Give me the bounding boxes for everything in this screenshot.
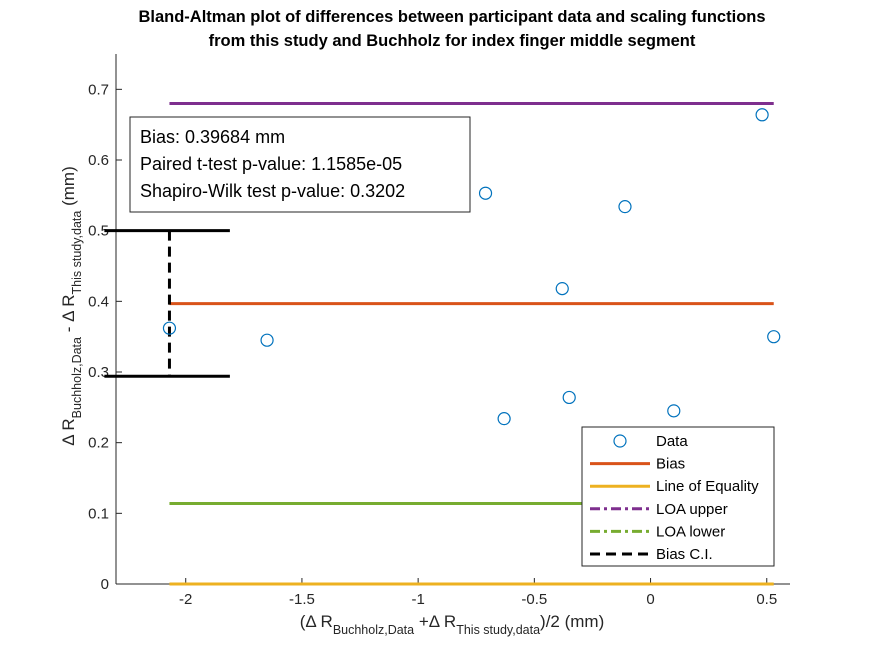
chart-title-line-2: from this study and Buchholz for index f… [209, 32, 696, 50]
x-tick-label: -0.5 [521, 591, 547, 608]
x-label-close: )/2 (mm) [540, 612, 604, 631]
x-label-sub1: Buchholz,Data [333, 623, 414, 637]
y-label-p2: - Δ R [59, 294, 78, 337]
y-tick-label: 0 [101, 576, 109, 593]
data-point [618, 200, 632, 214]
chart-title-line-1: Bland-Altman plot of differences between… [138, 8, 765, 26]
y-label-sub2: This study,data [70, 211, 84, 295]
y-label-p1: Δ R [59, 418, 78, 445]
y-tick-label: 0.3 [88, 364, 109, 381]
y-axis-label: Δ RBuchholz,Data - Δ RThis study,data (m… [59, 166, 84, 445]
plot-lines [169, 101, 774, 586]
x-tick-label: -1 [411, 591, 424, 608]
y-tick-label: 0.4 [88, 293, 109, 310]
data-point [162, 321, 177, 335]
data-point [755, 108, 769, 122]
legend-entry-label: Bias C.I. [656, 546, 713, 563]
data-point [260, 333, 274, 347]
x-tick-label: -1.5 [289, 591, 315, 608]
stats-bias-text: Bias: 0.39684 mm [140, 127, 285, 147]
data-point [497, 412, 511, 426]
y-tick-label: 0.6 [88, 152, 109, 169]
data-point [667, 404, 681, 418]
data-point [478, 186, 493, 200]
legend: Data Bias Line of Equality LOA upper LOA low… [581, 426, 775, 567]
stats-box: Bias: 0.39684 mm Paired t-test p-value: … [129, 116, 471, 213]
y-tick-label: 0.5 [88, 223, 109, 240]
data-point [562, 390, 576, 405]
legend-entry-label: Bias [656, 456, 685, 473]
y-label-sub1: Buchholz,Data [70, 337, 84, 418]
legend-entry-label: LOA upper [656, 501, 728, 518]
y-label-p3: (mm) [59, 166, 78, 210]
y-tick-label: 0.1 [88, 505, 109, 522]
y-ticks: 0 0.1 0.2 0.3 0.4 0.5 0.6 0.7 [88, 81, 122, 593]
stats-ttest-text: Paired t-test p-value: 1.1585e-05 [140, 154, 402, 174]
x-ticks: -2 -1.5 -1 -0.5 0 0.5 [179, 578, 777, 608]
data-points [162, 108, 781, 426]
legend-entry-label: Line of Equality [656, 478, 759, 495]
x-label-open: (Δ R [300, 612, 333, 631]
x-axis-label: (Δ RBuchholz,Data +Δ RThis study,data)/2… [300, 612, 605, 637]
stats-shapiro-text: Shapiro-Wilk test p-value: 0.3202 [140, 181, 405, 201]
x-tick-label: -2 [179, 591, 192, 608]
y-tick-label: 0.2 [88, 435, 109, 452]
data-point [767, 330, 781, 344]
x-tick-label: 0.5 [756, 591, 777, 608]
legend-entry-label: Data [656, 433, 688, 450]
bias-ci [104, 229, 230, 378]
legend-frame [581, 426, 775, 567]
legend-entry-label: LOA lower [656, 523, 725, 540]
x-label-sub2: This study,data [456, 623, 540, 637]
legend-swatch-marker [613, 434, 627, 448]
x-tick-label: 0 [646, 591, 654, 608]
legend-entries: Data Bias Line of Equality LOA upper LOA low… [590, 433, 759, 563]
x-label-mid: +Δ R [414, 612, 456, 631]
y-tick-label: 0.7 [88, 81, 109, 98]
stats-box-frame [129, 116, 471, 213]
data-point [555, 282, 569, 296]
